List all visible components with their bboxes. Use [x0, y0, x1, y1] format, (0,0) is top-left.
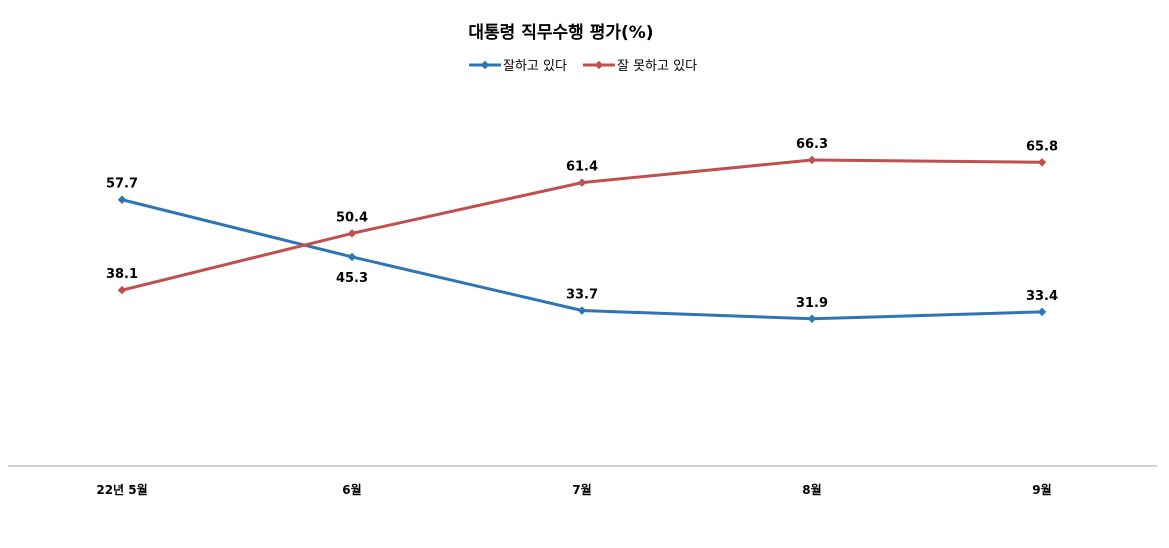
legend: 잘하고 있다 잘 못하고 있다 — [469, 59, 697, 74]
x-tick-label: 22년 5월 — [96, 482, 147, 497]
legend-item-series-1: 잘하고 있다 — [469, 59, 567, 74]
chart-title: 대통령 직무수행 평가(%) — [468, 22, 653, 43]
legend-label-series-1: 잘하고 있다 — [503, 59, 567, 74]
data-label: 33.4 — [1026, 289, 1058, 304]
data-labels: 57.7 45.3 33.7 31.9 33.4 38.1 50.4 61.4 66.3 65.8 — [106, 137, 1058, 311]
data-point — [347, 252, 357, 262]
data-label: 31.9 — [796, 296, 828, 311]
legend-marker-series-2 — [594, 60, 604, 70]
data-point — [117, 195, 127, 204]
data-label: 38.1 — [106, 267, 138, 282]
legend-marker-series-1 — [480, 60, 490, 70]
legend-label-series-2: 잘 못하고 있다 — [617, 59, 697, 74]
data-label: 45.3 — [336, 271, 368, 286]
data-label: 57.7 — [106, 177, 138, 192]
data-label: 66.3 — [796, 137, 828, 152]
data-label: 61.4 — [566, 160, 598, 175]
legend-item-series-2: 잘 못하고 있다 — [583, 59, 697, 74]
data-label: 65.8 — [1026, 139, 1058, 154]
x-tick-labels: 22년 5월 6월 7월 8월 9월 — [96, 482, 1051, 497]
data-point — [1037, 307, 1047, 317]
data-point — [347, 229, 357, 238]
data-point — [807, 314, 817, 324]
x-tick-label: 6월 — [342, 482, 361, 497]
data-label: 33.7 — [566, 288, 598, 303]
data-point — [117, 285, 127, 295]
x-tick-label: 7월 — [572, 482, 591, 497]
data-point — [807, 155, 817, 165]
data-point — [577, 178, 587, 187]
data-point — [577, 306, 587, 315]
x-tick-label: 8월 — [802, 482, 821, 497]
x-tick-label: 9월 — [1032, 482, 1051, 497]
data-label: 50.4 — [336, 210, 368, 225]
data-point — [1037, 158, 1047, 167]
